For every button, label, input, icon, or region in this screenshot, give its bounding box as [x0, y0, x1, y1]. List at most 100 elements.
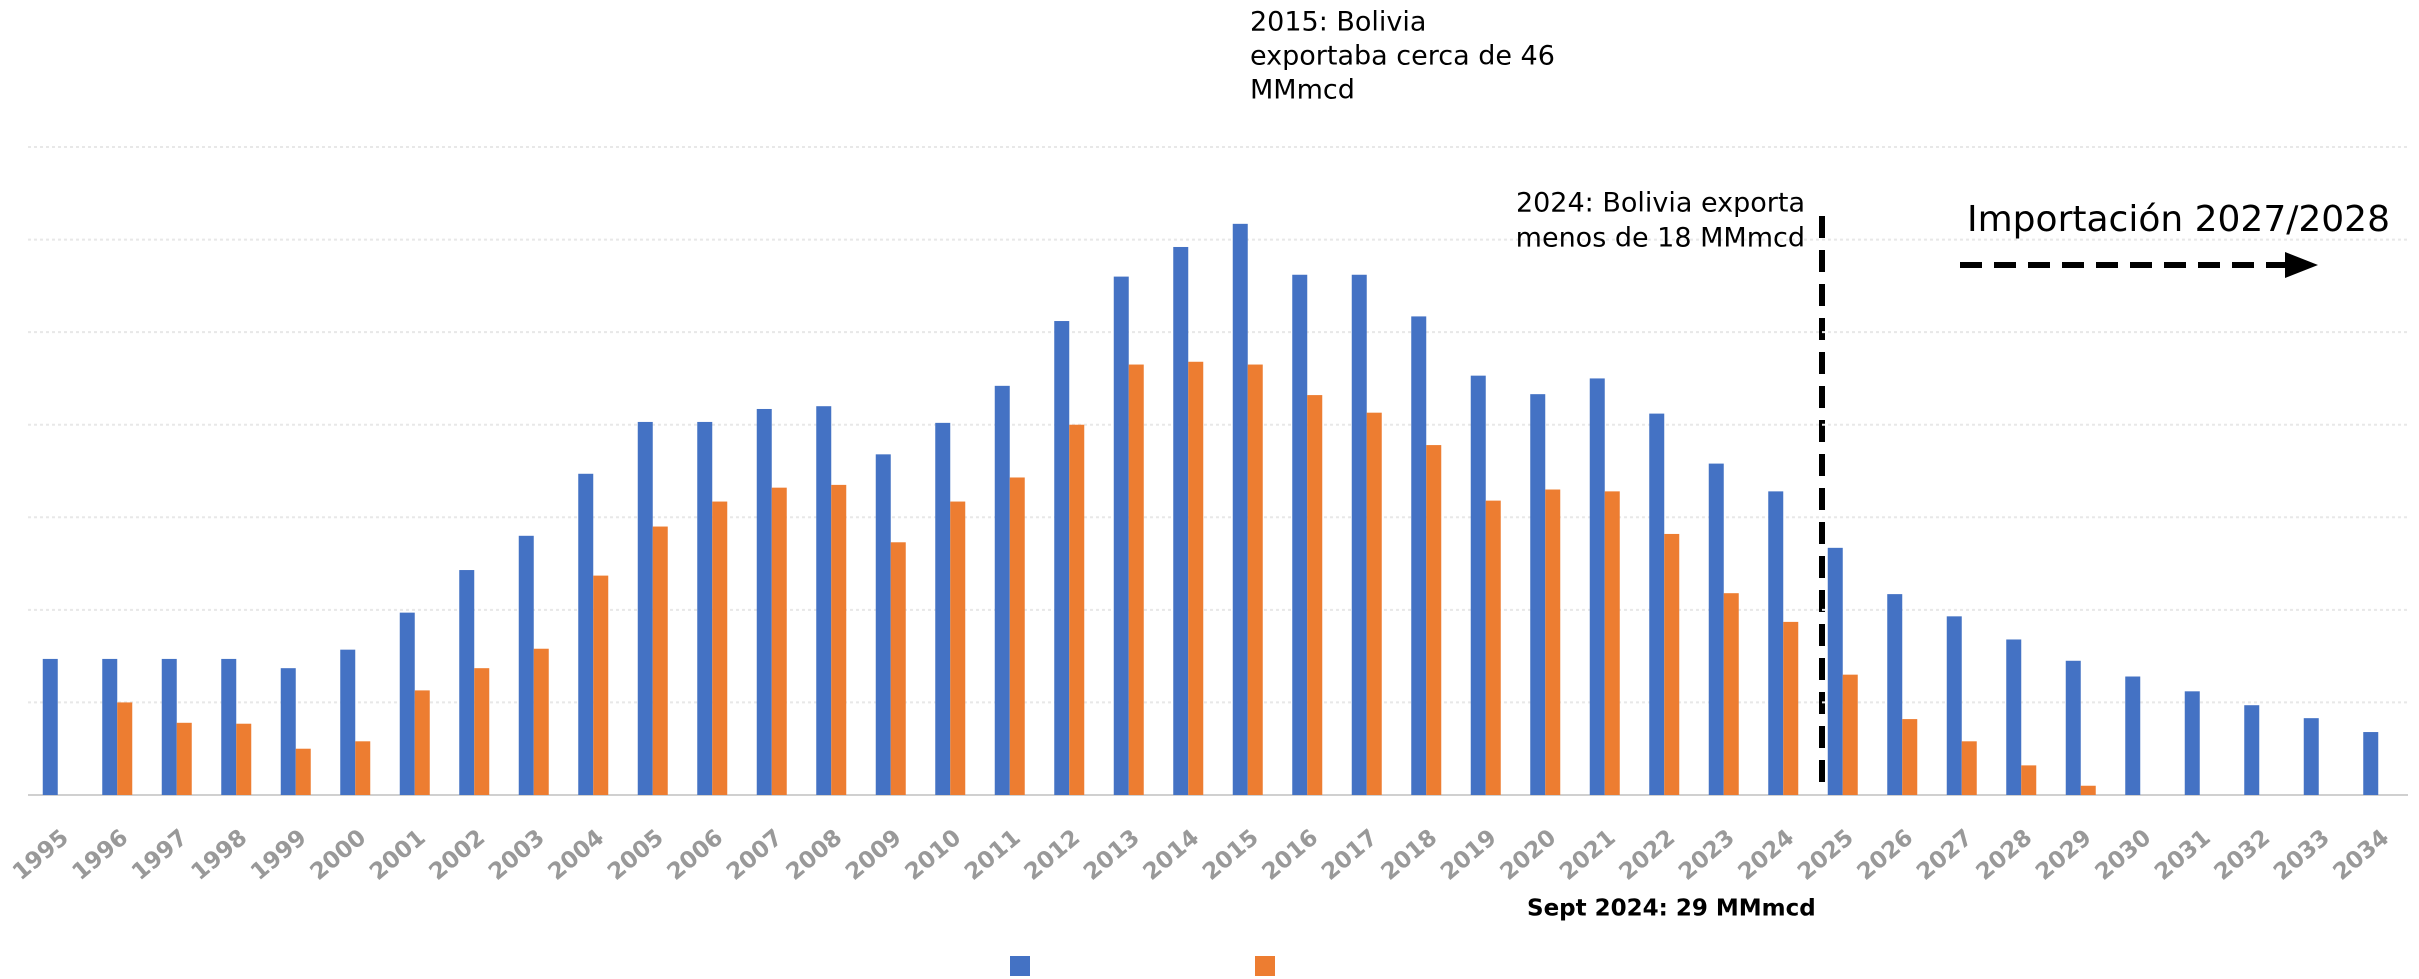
annotation: 2024: Bolivia exporta — [1516, 188, 1805, 219]
bar — [295, 748, 311, 795]
x-tick-label: 2030 — [2091, 825, 2157, 886]
x-tick-label: 2024 — [1734, 825, 1800, 886]
bar — [1009, 477, 1025, 795]
x-tick-label: 2015 — [1198, 825, 1264, 886]
bar — [1426, 445, 1442, 795]
x-tick-label: 2032 — [2210, 825, 2276, 886]
bar — [221, 658, 237, 795]
x-tick-label: 2005 — [603, 825, 669, 886]
bar — [1351, 274, 1367, 796]
bar — [2125, 676, 2141, 795]
bar — [1173, 246, 1189, 795]
bar — [2184, 691, 2200, 795]
x-tick-label: 2007 — [722, 825, 788, 886]
annotation: exportaba cerca de 46 — [1250, 41, 1555, 72]
x-tick-label: 1999 — [246, 825, 312, 886]
bar — [1946, 616, 1962, 795]
bar — [652, 526, 668, 795]
bar — [414, 690, 430, 795]
bar — [1827, 547, 1843, 795]
x-tick-label: 2001 — [365, 825, 431, 886]
x-tick-label: 2034 — [2329, 825, 2395, 886]
bar — [42, 658, 58, 795]
bar — [1470, 375, 1486, 795]
bar — [2021, 765, 2037, 795]
annotation: Sept 2024: 29 MMmcd — [1527, 896, 1816, 922]
bar — [578, 473, 594, 795]
x-tick-label: 2008 — [782, 825, 848, 886]
x-tick-label: 1995 — [8, 825, 74, 886]
annotation: menos de 18 MMmcd — [1516, 223, 1805, 254]
bar — [593, 575, 609, 795]
bar — [712, 501, 728, 795]
bar — [1545, 489, 1561, 795]
bar — [1128, 364, 1144, 795]
bar — [1485, 500, 1501, 795]
bar — [1768, 491, 1784, 795]
bar — [697, 421, 713, 795]
bar — [1723, 593, 1739, 795]
bar — [1232, 223, 1248, 795]
x-tick-label: 2033 — [2269, 825, 2335, 886]
x-tick-label: 2022 — [1615, 825, 1681, 886]
x-tick-label: 1996 — [68, 825, 134, 886]
bar — [1530, 394, 1546, 795]
bar — [1411, 316, 1427, 795]
x-tick-label: 2013 — [1079, 825, 1145, 886]
bar — [518, 535, 534, 795]
bar — [1664, 533, 1680, 795]
bar — [1783, 621, 1799, 795]
legend-swatch — [1255, 956, 1275, 976]
x-tick-label: 2025 — [1793, 825, 1859, 886]
bar — [1069, 424, 1085, 795]
bar — [1604, 491, 1620, 795]
bar — [637, 421, 653, 795]
bar — [2065, 660, 2081, 795]
bar — [875, 454, 891, 795]
x-tick-label: 2021 — [1555, 825, 1621, 886]
bar — [2303, 718, 2319, 795]
x-tick-label: 2031 — [2150, 825, 2216, 886]
bar — [340, 649, 356, 795]
bar — [1292, 274, 1308, 796]
bar — [117, 702, 133, 795]
bar — [236, 723, 252, 795]
x-tick-label: 2017 — [1317, 825, 1383, 886]
bar — [2244, 705, 2260, 795]
x-tick-label: 1998 — [187, 825, 253, 886]
annotation: 2015: Bolivia — [1250, 7, 1426, 38]
bar — [756, 408, 772, 795]
bar — [1649, 413, 1665, 795]
bar — [1307, 395, 1323, 795]
x-tick-label: 2006 — [663, 825, 729, 886]
x-tick-label: 2010 — [901, 825, 967, 886]
bar — [1589, 378, 1605, 795]
x-tick-label: 2009 — [841, 825, 907, 886]
bar — [399, 612, 415, 795]
bar — [2080, 785, 2096, 795]
bar — [950, 501, 966, 795]
arrow-head — [2285, 252, 2318, 278]
bar — [1902, 719, 1918, 795]
x-tick-label: 2028 — [1972, 825, 2038, 886]
bar — [1113, 276, 1129, 796]
bar — [771, 487, 787, 795]
legend-swatch — [1010, 956, 1030, 976]
bar — [1842, 674, 1858, 795]
bar — [474, 668, 490, 795]
x-tick-label: 2004 — [544, 825, 610, 886]
bar — [1961, 741, 1977, 795]
x-tick-label: 2020 — [1496, 825, 1562, 886]
bar — [1708, 463, 1724, 795]
x-tick-label: 2002 — [425, 825, 491, 886]
annotation: Importación 2027/2028 — [1967, 199, 2390, 240]
bar — [935, 422, 951, 795]
bar — [831, 484, 847, 795]
bar — [280, 668, 296, 795]
x-tick-label: 2029 — [2031, 825, 2097, 886]
bar — [1247, 364, 1263, 795]
bar — [161, 658, 177, 795]
x-tick-label: 1997 — [127, 825, 193, 886]
x-tick-label: 2003 — [484, 825, 550, 886]
